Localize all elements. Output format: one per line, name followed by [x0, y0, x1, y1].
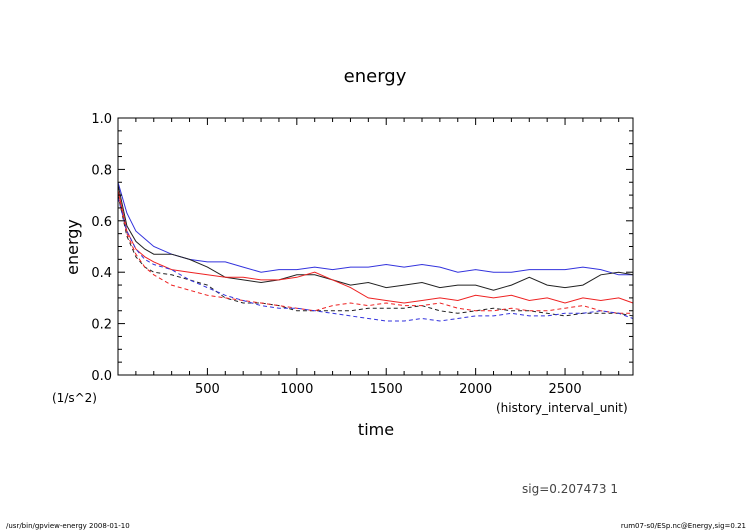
series-line-black-dashed	[117, 194, 634, 317]
x-axis-unit: (history_interval_unit)	[496, 401, 628, 415]
chart-title: energy	[344, 66, 407, 87]
y-tick-label: 1.0	[91, 112, 112, 127]
x-axis-label: time	[358, 420, 394, 439]
x-tick-label: 1000	[280, 382, 313, 397]
tick-layer: 500 1000 1500 2000 2500 0.0 0.2 0.4 0.6 0.8 1.0	[91, 112, 633, 397]
sig-annotation: sig=0.207473 1	[522, 482, 618, 496]
y-tick-label: 0.4	[91, 266, 112, 281]
x-tick-label: 2000	[459, 382, 492, 397]
y-axis-label: energy	[63, 219, 82, 275]
y-tick-label: 0.2	[91, 318, 112, 333]
series-line-blue-dashed	[117, 197, 634, 322]
x-tick-label: 500	[195, 382, 220, 397]
footer-right-note: rum07-s0/ESp.nc@Energy,sig=0.21	[621, 522, 746, 530]
series-line-blue-solid	[117, 182, 633, 276]
y-tick-label: 0.8	[91, 163, 112, 178]
x-tick-label: 2500	[549, 382, 582, 397]
series-line-red-dashed	[117, 192, 633, 314]
series-line-black-solid	[117, 184, 634, 291]
x-tick-label: 1500	[370, 382, 403, 397]
footer-left-note: /usr/bin/gpview-energy 2008-01-10	[6, 522, 130, 530]
y-axis-unit: (1/s^2)	[52, 391, 97, 405]
series-line-red-solid	[117, 189, 634, 304]
y-tick-label: 0.6	[91, 215, 112, 230]
series-layer	[117, 182, 634, 322]
plot-frame	[117, 117, 634, 376]
y-tick-label: 0.0	[91, 369, 112, 384]
